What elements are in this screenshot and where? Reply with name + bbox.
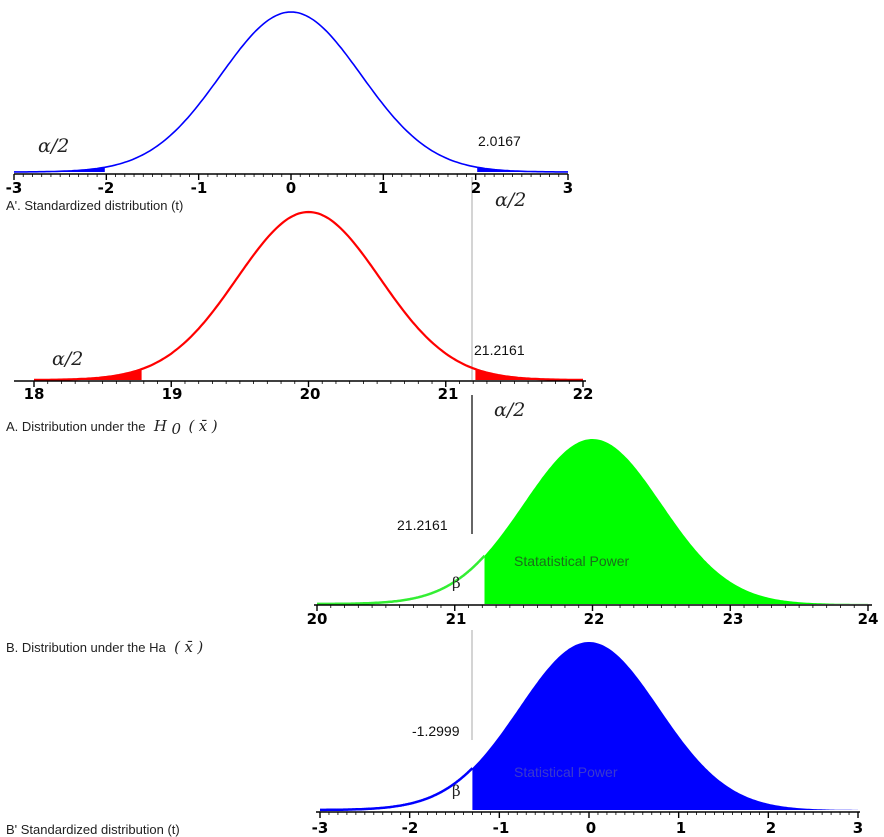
a-tick-label: 18 xyxy=(24,385,45,403)
b-panel-label-close-paren: ) xyxy=(196,638,203,656)
a-left-alpha-label: α/2 xyxy=(52,348,83,370)
a-panel-label-open-paren: ( xyxy=(188,417,195,435)
a-prime-ticks xyxy=(13,174,569,180)
b-panel-label-stat: x̄ xyxy=(184,638,193,656)
a-prime-tick-label: -2 xyxy=(98,179,115,197)
a-prime-tick-label: -1 xyxy=(191,179,208,197)
b-power-label: Statatistical Power xyxy=(514,553,629,569)
panel-b: 20 21 22 23 24 21.2161 β Statatistical P… xyxy=(6,439,878,656)
a-tick-label: 21 xyxy=(438,385,459,403)
a-panel-label-close-paren: ) xyxy=(211,417,218,435)
panel-a-prime: -3 -2 -1 0 1 2 3 α/2 2.0167 α/2 A'. Stan… xyxy=(6,11,573,213)
b-prime-tick-label: -2 xyxy=(402,819,419,837)
b-tick-label: 20 xyxy=(307,610,328,628)
a-curve xyxy=(34,210,583,381)
b-prime-tick-label: 1 xyxy=(676,819,686,837)
b-prime-power-label: Statistical Power xyxy=(514,764,618,780)
a-panel-label-stat: x̄ xyxy=(199,417,208,435)
b-prime-tick-label: 3 xyxy=(853,819,863,837)
a-prime-left-alpha-label: α/2 xyxy=(38,135,69,157)
b-tick-label: 23 xyxy=(723,610,744,628)
a-panel-label-prefix: A. Distribution under the xyxy=(6,419,145,434)
b-prime-tick-label: -1 xyxy=(493,819,510,837)
a-prime-right-alpha-label: α/2 xyxy=(495,189,526,211)
b-prime-power-area xyxy=(472,642,858,810)
b-power-area xyxy=(484,439,868,604)
a-panel-label-subscript: 0 xyxy=(171,420,181,438)
a-panel-label: A. Distribution under the H 0 ( x̄ ) xyxy=(6,417,218,438)
a-prime-critical-value-label: 2.0167 xyxy=(478,133,521,149)
a-prime-curve xyxy=(14,11,568,173)
b-prime-tick-label: -3 xyxy=(312,819,329,837)
b-prime-beta-curve xyxy=(320,767,474,812)
b-beta-curve xyxy=(317,554,486,606)
a-panel-label-hypothesis: H xyxy=(153,417,168,435)
b-tick-label: 24 xyxy=(858,610,879,628)
b-critical-value-label: 21.2161 xyxy=(397,517,448,533)
a-prime-tick-label: 0 xyxy=(286,179,296,197)
b-ticks xyxy=(316,605,869,611)
b-prime-tick-label: 0 xyxy=(586,819,596,837)
a-tick-label: 19 xyxy=(162,385,183,403)
a-right-alpha-label: α/2 xyxy=(494,399,525,421)
panel-b-prime: -3 -2 -1 0 1 2 3 -1.2999 β Statistical P… xyxy=(6,642,863,837)
a-prime-tick-label: 1 xyxy=(378,179,388,197)
b-prime-ticks xyxy=(319,812,859,818)
b-tick-label: 22 xyxy=(584,610,605,628)
a-prime-tick-label: 3 xyxy=(563,179,573,197)
a-left-tail xyxy=(34,369,142,380)
b-panel-label-open-paren: ( xyxy=(174,638,181,656)
b-prime-critical-value-label: -1.2999 xyxy=(412,723,460,739)
b-tick-label: 21 xyxy=(446,610,467,628)
b-panel-label-prefix: B. Distribution under the Ha xyxy=(6,640,166,655)
panel-a: 18 19 20 21 22 α/2 21.2161 α/2 A. Distri… xyxy=(6,210,594,438)
a-ticks xyxy=(33,381,584,387)
b-prime-panel-label: B' Standardized distribution (t) xyxy=(6,822,180,837)
a-right-tail xyxy=(475,369,583,380)
a-tick-label: 20 xyxy=(300,385,321,403)
a-prime-tick-label: 2 xyxy=(471,179,481,197)
b-beta-label: β xyxy=(452,574,461,592)
a-critical-value-label: 21.2161 xyxy=(474,342,525,358)
a-tick-label: 22 xyxy=(573,385,594,403)
a-prime-panel-label: A'. Standardized distribution (t) xyxy=(6,198,183,213)
b-prime-tick-label: 2 xyxy=(766,819,776,837)
a-prime-tick-label: -3 xyxy=(6,179,23,197)
b-panel-label: B. Distribution under the Ha ( x̄ ) xyxy=(6,638,203,656)
b-prime-beta-label: β xyxy=(452,782,461,800)
